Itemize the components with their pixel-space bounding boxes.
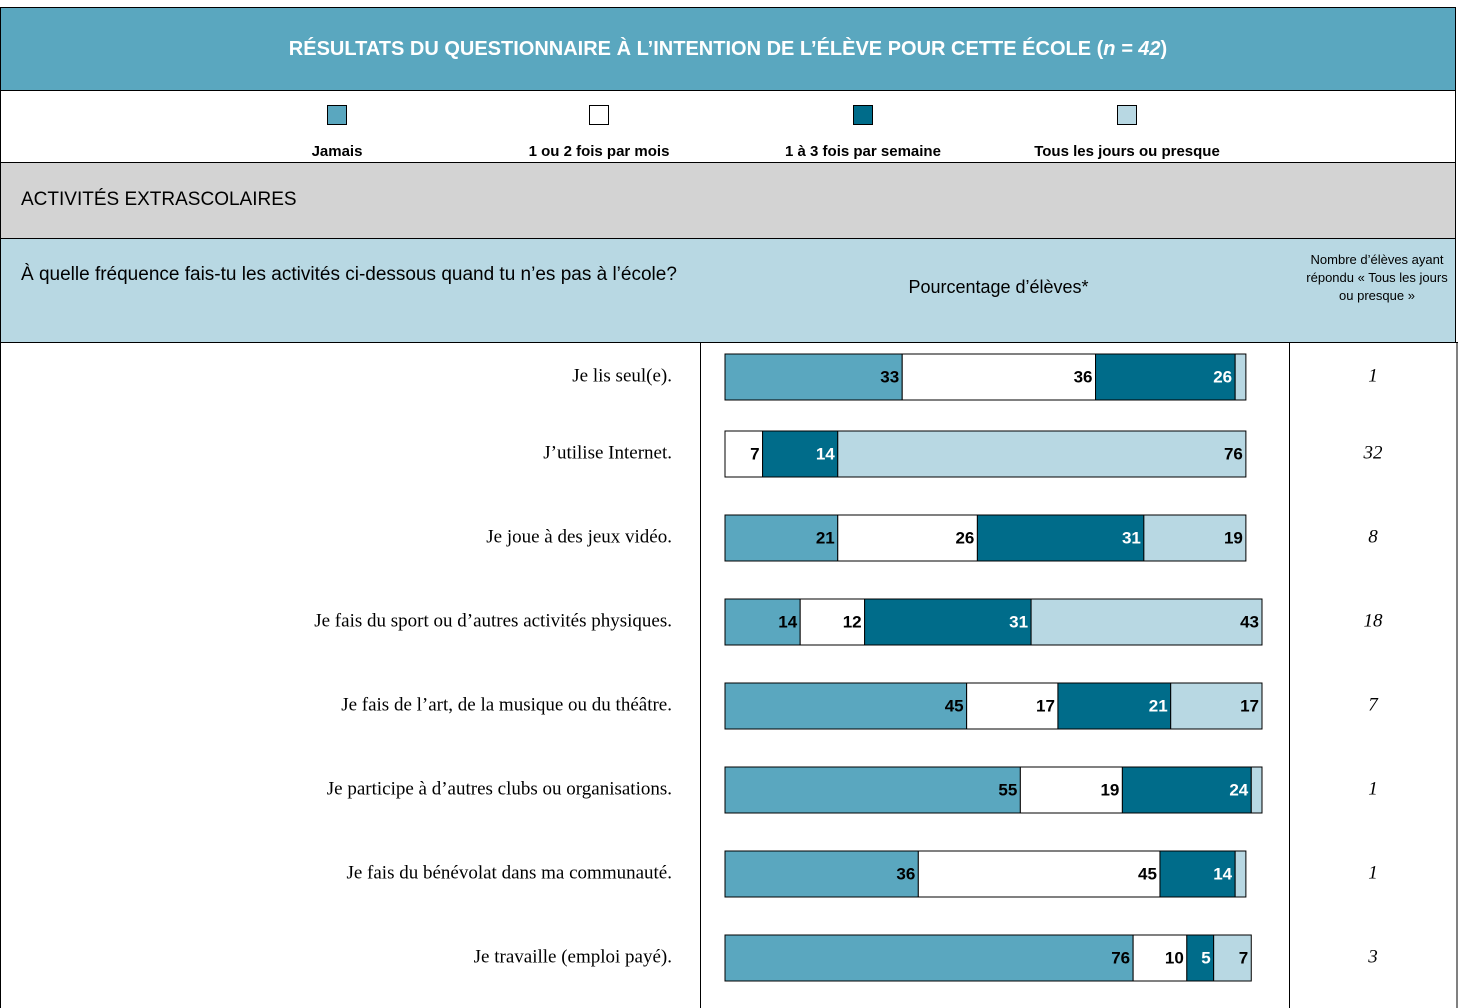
count: 1 <box>1368 365 1378 386</box>
bar-segment <box>976 514 1145 562</box>
value-label: 14 <box>816 444 835 463</box>
value-label: 31 <box>1122 528 1141 547</box>
legend-swatch <box>327 105 347 125</box>
chart: Je lis seul(e). 33 36 26 1 J’utilise Internet… <box>0 342 1458 1008</box>
count: 1 <box>1368 862 1378 883</box>
bar-segment <box>1250 766 1263 814</box>
bar-segment <box>762 430 839 478</box>
row-label: J’utilise Internet. <box>543 442 672 463</box>
value-label: 14 <box>1213 864 1232 883</box>
bar-segment <box>837 514 978 562</box>
bar-segment <box>724 353 903 401</box>
value-label: 10 <box>1165 948 1184 967</box>
section-title: ACTIVITÉS EXTRASCOLAIRES <box>21 189 297 210</box>
count-header: Nombre d’élèves ayant répondu « Tous les… <box>1306 252 1448 303</box>
legend-label: Jamais <box>311 143 363 160</box>
bar-segment <box>724 598 801 646</box>
row-label: Je fais du sport ou d’autres activités p… <box>314 610 672 631</box>
value-label: 12 <box>843 612 862 631</box>
bar-segment <box>837 430 1247 478</box>
value-label: 5 <box>1201 948 1210 967</box>
row-label: Je fais du bénévolat dans ma communauté. <box>346 862 672 883</box>
value-label: 36 <box>1074 367 1093 386</box>
legend-swatch <box>853 105 873 125</box>
count: 18 <box>1364 610 1384 631</box>
value-label: 19 <box>1224 528 1243 547</box>
bar-segment <box>724 934 1134 982</box>
legend-label: Tous les jours ou presque <box>1034 143 1220 160</box>
value-label: 76 <box>1224 444 1243 463</box>
value-label: 36 <box>896 864 915 883</box>
value-label: 26 <box>955 528 974 547</box>
question: À quelle fréquence fais-tu les activités… <box>21 264 677 285</box>
value-label: 14 <box>778 612 797 631</box>
bar-segment <box>724 766 1021 814</box>
bar-segment <box>1213 934 1252 982</box>
value-label: 45 <box>1138 864 1157 883</box>
value-label: 7 <box>1239 948 1248 967</box>
value-label: 55 <box>998 780 1017 799</box>
value-label: 33 <box>880 367 899 386</box>
legend-label: 1 à 3 fois par semaine <box>785 143 941 160</box>
value-label: 45 <box>945 696 964 715</box>
row-label: Je fais de l’art, de la musique ou du th… <box>341 694 672 715</box>
value-label: 7 <box>750 444 759 463</box>
bar-segment <box>1095 353 1236 401</box>
legend-swatch <box>1117 105 1137 125</box>
value-label: 26 <box>1213 367 1232 386</box>
row-label: Je joue à des jeux vidéo. <box>486 526 672 547</box>
question-row: À quelle fréquence fais-tu les activités… <box>0 238 1456 342</box>
row-label: Je lis seul(e). <box>572 365 672 386</box>
legend: Jamais 1 ou 2 fois par mois 1 à 3 fois par… <box>0 90 1456 162</box>
count: 8 <box>1368 526 1378 547</box>
bar-segment <box>1170 682 1263 730</box>
value-label: 21 <box>1149 696 1168 715</box>
bar-segment <box>1132 934 1188 982</box>
bar-segment <box>724 514 839 562</box>
bar-segment <box>901 353 1097 401</box>
legend-item: 1 à 3 fois par semaine <box>743 105 983 160</box>
value-label: 31 <box>1009 612 1028 631</box>
bar-segment <box>1186 934 1215 982</box>
axis-label: Pourcentage d’élèves* <box>908 277 1089 297</box>
value-label: 17 <box>1036 696 1055 715</box>
bar-segment <box>917 850 1161 898</box>
bar-segment <box>724 430 764 478</box>
bar-segment <box>1030 598 1263 646</box>
section-header: ACTIVITÉS EXTRASCOLAIRES <box>0 162 1456 238</box>
count: 3 <box>1367 946 1378 967</box>
bar-segment <box>1121 766 1252 814</box>
title-n: n = 42 <box>1103 37 1161 60</box>
value-label: 17 <box>1240 696 1259 715</box>
bar-segment <box>1143 514 1247 562</box>
row-label: Je travaille (emploi payé). <box>474 946 672 967</box>
bar-segment <box>1234 353 1247 401</box>
count: 7 <box>1368 694 1379 715</box>
count: 1 <box>1368 778 1378 799</box>
legend-item: Tous les jours ou presque <box>1007 105 1247 160</box>
title: RÉSULTATS DU QUESTIONNAIRE À L’INTENTION… <box>288 37 1104 60</box>
bar-segment <box>864 598 1032 646</box>
legend-label: 1 ou 2 fois par mois <box>528 143 670 160</box>
title-bar: RÉSULTATS DU QUESTIONNAIRE À L’INTENTION… <box>0 7 1456 90</box>
value-label: 43 <box>1240 612 1259 631</box>
title-end: ) <box>1160 37 1168 60</box>
bar-segment <box>724 682 968 730</box>
bar-segment <box>1234 850 1247 898</box>
value-label: 19 <box>1100 780 1119 799</box>
bar-segment <box>724 850 919 898</box>
value-label: 76 <box>1111 948 1130 967</box>
value-label: 24 <box>1229 780 1248 799</box>
bar-segment <box>966 682 1059 730</box>
row-label: Je participe à d’autres clubs ou organis… <box>327 778 672 799</box>
count: 32 <box>1363 442 1384 463</box>
legend-swatch <box>589 105 609 125</box>
legend-item: 1 ou 2 fois par mois <box>479 105 719 160</box>
legend-item: Jamais <box>217 105 457 160</box>
value-label: 21 <box>816 528 835 547</box>
